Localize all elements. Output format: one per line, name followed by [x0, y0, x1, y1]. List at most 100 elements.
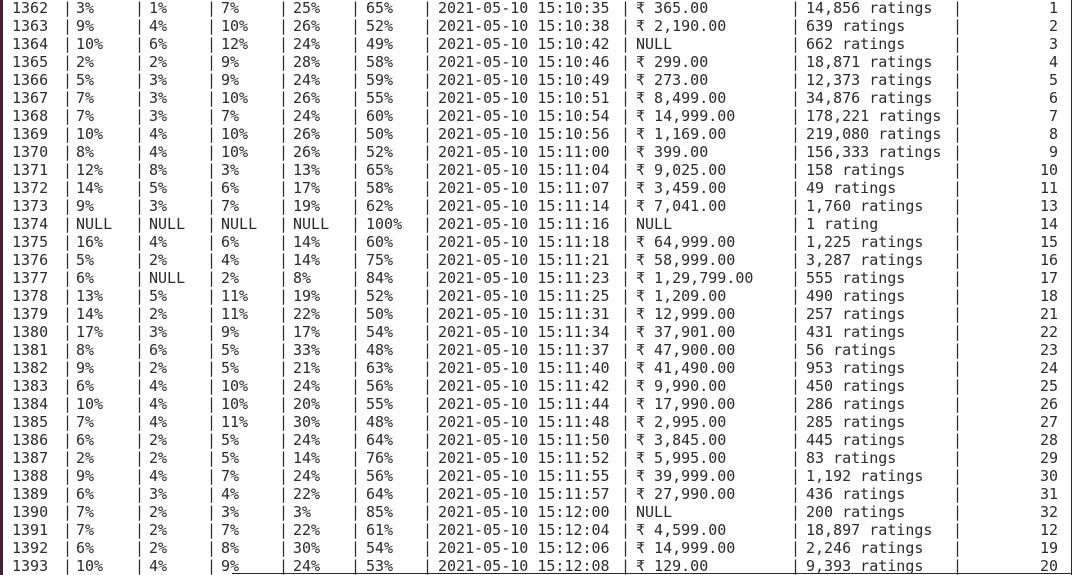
cell-five-star: 48%: [366, 341, 394, 359]
cell-five-star: 59%: [366, 71, 394, 89]
column-separator: |: [791, 431, 801, 449]
cell-three-star: 10%: [221, 17, 249, 35]
column-separator: |: [279, 467, 289, 485]
column-separator: |: [135, 53, 145, 71]
column-separator: |: [135, 251, 145, 269]
cell-ratings: 200 ratings: [806, 503, 906, 521]
cell-timestamp: 2021-05-10 15:11:37: [438, 341, 610, 359]
cell-one-star: 7%: [76, 107, 95, 125]
cell-five-star: 65%: [366, 161, 394, 179]
column-separator: |: [135, 377, 145, 395]
cell-timestamp: 2021-05-10 15:11:07: [438, 179, 610, 197]
column-separator: |: [351, 215, 361, 233]
column-separator: |: [423, 17, 433, 35]
column-separator: |: [621, 143, 631, 161]
column-separator: |: [423, 107, 433, 125]
column-separator: |: [207, 467, 217, 485]
column-separator: |: [953, 215, 963, 233]
cell-five-star: 56%: [366, 467, 394, 485]
cell-rank: 19: [1039, 539, 1058, 557]
column-separator: |: [621, 107, 631, 125]
cell-one-star: 13%: [76, 287, 104, 305]
column-separator: |: [63, 215, 73, 233]
cell-id: 1390: [12, 503, 49, 521]
cell-ratings: 1,192 ratings: [806, 467, 924, 485]
column-separator: |: [621, 323, 631, 341]
column-separator: |: [207, 503, 217, 521]
cell-price: ₹ 1,169.00: [636, 125, 727, 143]
column-separator: |: [63, 0, 73, 17]
column-separator: |: [279, 89, 289, 107]
cell-five-star: 62%: [366, 197, 394, 215]
column-separator: |: [207, 341, 217, 359]
column-separator: |: [621, 233, 631, 251]
cell-two-star: NULL: [149, 269, 186, 287]
cell-one-star: 2%: [76, 449, 95, 467]
cell-ratings: 83 ratings: [806, 449, 897, 467]
cell-price: ₹ 9,025.00: [636, 161, 727, 179]
cell-rank: 21: [1039, 305, 1058, 323]
column-separator: |: [351, 17, 361, 35]
column-separator: |: [207, 89, 217, 107]
cell-rank: 3: [1048, 35, 1058, 53]
cell-one-star: 10%: [76, 395, 104, 413]
column-separator: |: [63, 53, 73, 71]
column-separator: |: [207, 197, 217, 215]
cell-one-star: 7%: [76, 503, 95, 521]
column-separator: |: [953, 539, 963, 557]
cell-ratings: 257 ratings: [806, 305, 906, 323]
column-separator: |: [63, 125, 73, 143]
column-separator: |: [423, 323, 433, 341]
column-separator: |: [135, 521, 145, 539]
column-separator: |: [423, 71, 433, 89]
cell-timestamp: 2021-05-10 15:11:16: [438, 215, 610, 233]
cell-two-star: 4%: [149, 557, 168, 575]
cell-four-star: 14%: [293, 233, 321, 251]
cell-ratings: 450 ratings: [806, 377, 906, 395]
column-separator: |: [279, 287, 289, 305]
cell-id: 1378: [12, 287, 49, 305]
column-separator: |: [135, 0, 145, 17]
cell-two-star: 3%: [149, 107, 168, 125]
column-separator: |: [621, 269, 631, 287]
cell-id: 1385: [12, 413, 49, 431]
column-separator: |: [351, 305, 361, 323]
cell-three-star: 11%: [221, 287, 249, 305]
cell-ratings: 1,225 ratings: [806, 233, 924, 251]
cell-rank: 11: [1039, 179, 1058, 197]
column-separator: |: [621, 359, 631, 377]
cell-five-star: 58%: [366, 179, 394, 197]
column-separator: |: [279, 557, 289, 575]
cell-id: 1373: [12, 197, 49, 215]
column-separator: |: [791, 0, 801, 17]
column-separator: |: [791, 215, 801, 233]
cell-timestamp: 2021-05-10 15:10:51: [438, 89, 610, 107]
cell-price: ₹ 2,995.00: [636, 413, 727, 431]
cell-five-star: 60%: [366, 107, 394, 125]
column-separator: |: [207, 323, 217, 341]
column-separator: |: [423, 233, 433, 251]
cell-timestamp: 2021-05-10 15:11:52: [438, 449, 610, 467]
cell-two-star: 3%: [149, 323, 168, 341]
cell-three-star: 7%: [221, 521, 240, 539]
column-separator: |: [135, 17, 145, 35]
cell-id: 1375: [12, 233, 49, 251]
column-separator: |: [791, 71, 801, 89]
cell-timestamp: 2021-05-10 15:12:08: [438, 557, 610, 575]
cell-rank: 14: [1039, 215, 1058, 233]
cell-four-star: 26%: [293, 89, 321, 107]
column-separator: |: [63, 233, 73, 251]
cell-id: 1381: [12, 341, 49, 359]
column-separator: |: [279, 0, 289, 17]
column-separator: |: [423, 557, 433, 575]
column-separator: |: [279, 269, 289, 287]
cell-rank: 10: [1039, 161, 1058, 179]
column-separator: |: [279, 125, 289, 143]
cell-one-star: 10%: [76, 125, 104, 143]
column-separator: |: [621, 449, 631, 467]
column-separator: |: [135, 215, 145, 233]
cell-price: NULL: [636, 503, 673, 521]
cell-price: ₹ 4,599.00: [636, 521, 727, 539]
cell-four-star: 14%: [293, 449, 321, 467]
